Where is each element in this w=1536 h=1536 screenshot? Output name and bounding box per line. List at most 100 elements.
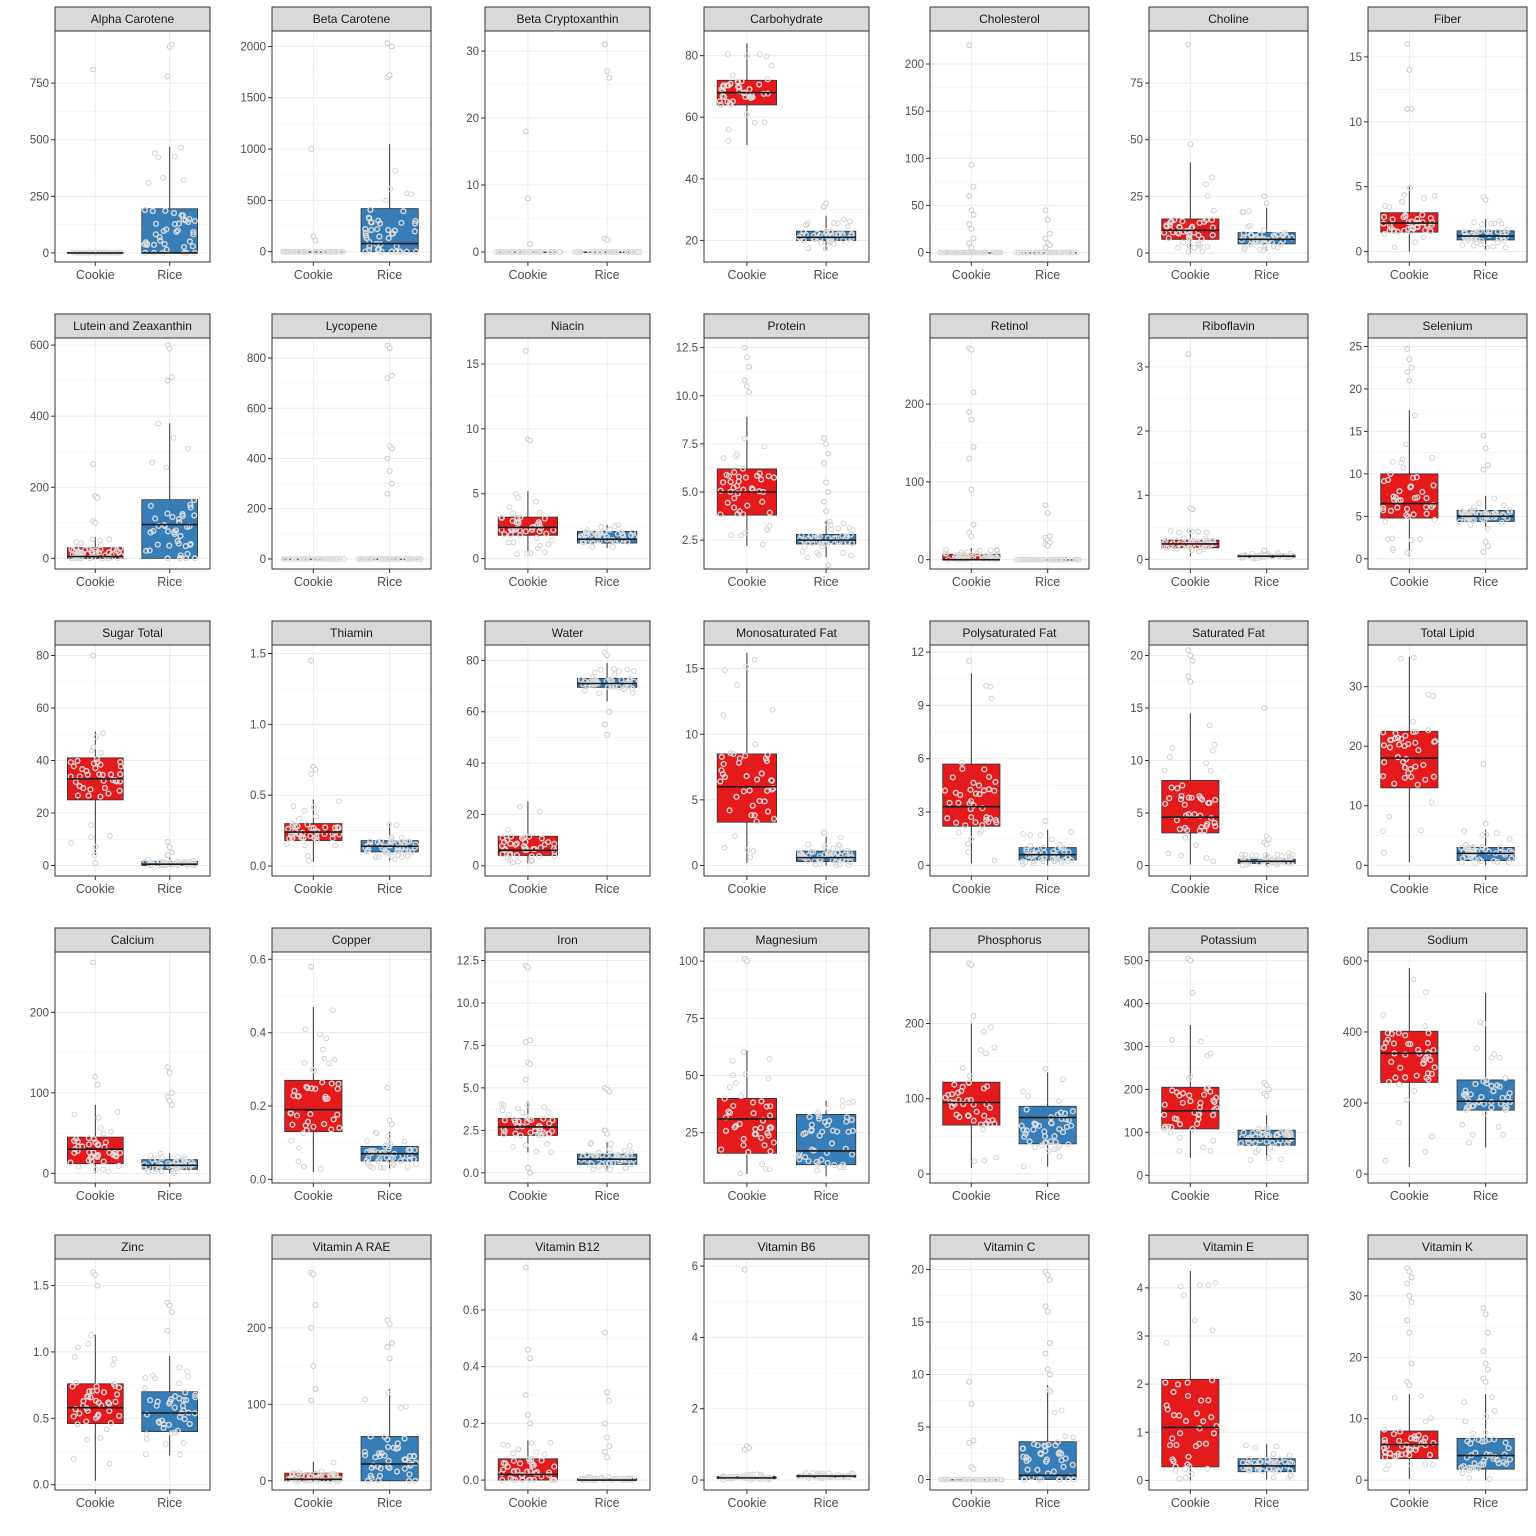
outlier-point bbox=[968, 207, 975, 214]
y-tick-label: 10 bbox=[466, 180, 479, 192]
y-tick-label: 15 bbox=[685, 664, 698, 676]
outlier-point bbox=[604, 731, 610, 738]
data-point bbox=[826, 237, 832, 244]
data-point bbox=[497, 249, 504, 255]
data-point bbox=[368, 227, 375, 233]
data-point bbox=[1477, 241, 1484, 247]
y-tick-label: 80 bbox=[685, 51, 698, 63]
outlier-point bbox=[1185, 647, 1192, 654]
y-tick-label: 60 bbox=[36, 703, 49, 715]
outlier-point bbox=[823, 200, 829, 207]
outlier-point bbox=[970, 211, 977, 218]
x-tick-label: Cookie bbox=[76, 268, 115, 282]
outlier-point bbox=[90, 66, 96, 73]
data-point bbox=[1167, 226, 1173, 232]
data-point bbox=[743, 111, 750, 118]
y-tick-label: 1 bbox=[1137, 490, 1143, 502]
y-tick-label: 60 bbox=[685, 112, 698, 124]
y-tick-label: 15 bbox=[466, 359, 479, 371]
outlier-point bbox=[166, 1069, 173, 1076]
y-tick-label: 10 bbox=[685, 729, 698, 741]
data-point bbox=[1185, 248, 1192, 255]
y-tick-label: 12 bbox=[911, 647, 924, 659]
data-point bbox=[160, 174, 166, 181]
data-point bbox=[398, 220, 405, 226]
outlier-point bbox=[970, 389, 977, 396]
outlier-point bbox=[1406, 377, 1413, 384]
data-point bbox=[1052, 249, 1059, 256]
data-point bbox=[761, 90, 767, 97]
outlier-point bbox=[1046, 242, 1053, 248]
y-tick-label: 250 bbox=[30, 191, 49, 203]
outlier-point bbox=[312, 766, 319, 773]
data-point bbox=[1196, 220, 1203, 226]
data-point bbox=[1394, 229, 1401, 235]
x-tick-label: Cookie bbox=[1171, 882, 1210, 896]
data-point bbox=[591, 249, 597, 255]
facet-title: Polysaturated Fat bbox=[962, 626, 1057, 640]
outlier-point bbox=[527, 437, 533, 444]
y-tick-label: 1.0 bbox=[250, 719, 266, 731]
x-tick-label: Cookie bbox=[76, 1189, 115, 1203]
data-point bbox=[362, 248, 369, 255]
outlier-point bbox=[1185, 41, 1192, 48]
data-point bbox=[292, 248, 298, 255]
outlier-point bbox=[308, 771, 315, 777]
data-point bbox=[1165, 235, 1172, 242]
data-point bbox=[400, 208, 407, 214]
data-point bbox=[162, 207, 169, 214]
y-tick-label: 0 bbox=[1137, 554, 1143, 566]
data-point bbox=[1023, 249, 1030, 256]
facet-title: Carbohydrate bbox=[750, 12, 823, 26]
data-point bbox=[1186, 234, 1192, 240]
data-point bbox=[1408, 218, 1415, 225]
data-point bbox=[765, 76, 771, 83]
data-point bbox=[981, 249, 987, 256]
data-point bbox=[190, 231, 197, 238]
outlier-point bbox=[1263, 841, 1270, 848]
y-tick-label: 20 bbox=[1130, 651, 1143, 663]
y-tick-label: 0 bbox=[473, 247, 479, 259]
x-tick-label: Rice bbox=[1035, 268, 1060, 282]
data-point bbox=[1420, 234, 1427, 240]
data-point bbox=[1479, 221, 1485, 228]
outlier-point bbox=[821, 498, 827, 505]
x-tick-label: Rice bbox=[377, 882, 402, 896]
outlier-point bbox=[1185, 351, 1192, 357]
data-point bbox=[1240, 230, 1247, 237]
outlier-point bbox=[821, 435, 827, 442]
outlier-point bbox=[1042, 502, 1049, 509]
outlier-point bbox=[164, 838, 171, 845]
outlier-point bbox=[164, 73, 171, 80]
y-tick-label: 2 bbox=[1137, 426, 1143, 438]
outlier-point bbox=[1187, 652, 1194, 659]
data-point bbox=[413, 248, 419, 255]
data-point bbox=[1247, 241, 1254, 248]
data-point bbox=[943, 249, 950, 256]
data-point bbox=[1191, 244, 1198, 251]
outlier-point bbox=[90, 959, 96, 966]
outlier-point bbox=[386, 345, 393, 351]
y-tick-label: 400 bbox=[30, 411, 49, 423]
outlier-point bbox=[968, 346, 975, 353]
outlier-point bbox=[164, 377, 171, 384]
data-point bbox=[847, 218, 853, 225]
data-point bbox=[1256, 231, 1263, 238]
data-point bbox=[720, 84, 726, 90]
data-point bbox=[181, 244, 187, 250]
data-point bbox=[1282, 230, 1289, 236]
box-rice bbox=[141, 208, 199, 254]
data-point bbox=[625, 249, 631, 255]
outlier-point bbox=[522, 128, 529, 135]
outlier-point bbox=[92, 1073, 99, 1080]
panel-background bbox=[1149, 338, 1308, 569]
data-point bbox=[960, 249, 967, 256]
outlier-point bbox=[825, 562, 832, 569]
y-tick-label: 40 bbox=[685, 174, 698, 186]
